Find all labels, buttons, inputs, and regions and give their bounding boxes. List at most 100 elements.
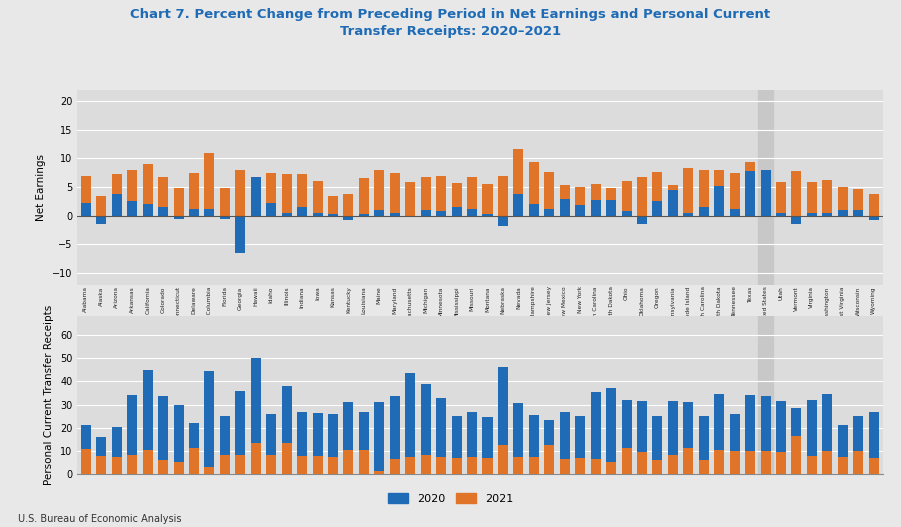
Text: Idaho: Idaho xyxy=(268,286,274,302)
Bar xyxy=(606,188,616,200)
Text: Utah: Utah xyxy=(778,286,784,300)
Bar xyxy=(96,456,106,474)
Text: Hawaii: Hawaii xyxy=(253,286,259,306)
Bar xyxy=(421,210,431,216)
Bar xyxy=(313,181,323,213)
Bar xyxy=(451,458,461,474)
Bar xyxy=(869,194,878,216)
Bar xyxy=(189,423,199,474)
Bar xyxy=(622,211,632,216)
Bar xyxy=(760,451,770,474)
Bar xyxy=(807,182,817,213)
Text: Delaware: Delaware xyxy=(192,286,196,314)
Bar xyxy=(266,173,277,203)
Bar xyxy=(483,214,493,216)
Bar xyxy=(807,456,817,474)
Bar xyxy=(514,149,523,194)
Bar xyxy=(529,415,539,474)
Bar xyxy=(699,416,709,474)
Bar xyxy=(807,213,817,216)
Text: Virginia: Virginia xyxy=(809,286,815,308)
Bar xyxy=(205,371,214,474)
Text: South Carolina: South Carolina xyxy=(701,286,706,329)
Bar xyxy=(313,413,323,474)
Text: Maryland: Maryland xyxy=(392,286,397,314)
Bar xyxy=(451,183,461,207)
Bar xyxy=(343,450,353,474)
Bar xyxy=(730,209,740,216)
Bar xyxy=(112,194,122,216)
Bar xyxy=(498,216,508,226)
Bar xyxy=(575,458,586,474)
Bar xyxy=(714,170,724,216)
Bar xyxy=(760,396,770,474)
Text: United States: United States xyxy=(763,286,768,326)
Text: Alabama: Alabama xyxy=(84,286,88,313)
Bar xyxy=(266,203,277,216)
Bar xyxy=(560,199,569,216)
Text: Oregon: Oregon xyxy=(655,286,660,308)
Text: New Hampshire: New Hampshire xyxy=(532,286,536,333)
Text: Texas: Texas xyxy=(748,286,752,302)
Bar xyxy=(498,445,508,474)
Bar xyxy=(591,184,601,200)
Text: Rhode Island: Rhode Island xyxy=(686,286,691,325)
Bar xyxy=(606,388,616,474)
Bar xyxy=(745,162,755,171)
Bar xyxy=(544,419,554,474)
Bar xyxy=(250,177,260,216)
Text: New Mexico: New Mexico xyxy=(562,286,568,322)
Bar xyxy=(81,175,91,203)
Bar xyxy=(436,211,446,216)
Bar xyxy=(853,451,863,474)
Bar xyxy=(869,412,878,474)
Text: Alaska: Alaska xyxy=(99,286,104,306)
Bar xyxy=(127,454,137,474)
Bar xyxy=(637,216,647,225)
Bar xyxy=(328,457,338,474)
Bar xyxy=(467,209,477,216)
Bar xyxy=(668,190,678,216)
Bar xyxy=(823,180,833,213)
Bar xyxy=(250,358,260,474)
Bar xyxy=(683,168,694,213)
Bar xyxy=(436,397,446,474)
Bar xyxy=(758,316,773,474)
Bar xyxy=(81,448,91,474)
Bar xyxy=(127,395,137,474)
Bar xyxy=(328,414,338,474)
Bar xyxy=(96,216,106,225)
Bar xyxy=(637,401,647,474)
Bar xyxy=(343,402,353,474)
Bar xyxy=(853,210,863,216)
Text: Florida: Florida xyxy=(223,286,227,306)
Bar xyxy=(838,457,848,474)
Bar xyxy=(421,454,431,474)
Bar xyxy=(189,173,199,209)
Bar xyxy=(622,400,632,474)
Bar xyxy=(297,174,307,207)
Bar xyxy=(776,401,786,474)
Text: Mississippi: Mississippi xyxy=(454,286,460,318)
Bar xyxy=(405,182,415,216)
Y-axis label: Net Earnings: Net Earnings xyxy=(36,153,47,221)
Bar xyxy=(544,172,554,209)
Bar xyxy=(575,187,586,206)
Bar xyxy=(220,454,230,474)
Text: South Dakota: South Dakota xyxy=(716,286,722,326)
Bar xyxy=(514,403,523,474)
Bar xyxy=(652,172,662,201)
Bar xyxy=(436,175,446,211)
Bar xyxy=(235,454,245,474)
Text: California: California xyxy=(145,286,150,314)
Bar xyxy=(853,189,863,210)
Bar xyxy=(220,216,230,219)
Bar xyxy=(451,416,461,474)
Bar xyxy=(220,416,230,474)
Bar xyxy=(714,170,724,186)
Bar xyxy=(282,213,292,216)
Bar xyxy=(405,216,415,218)
Bar xyxy=(328,214,338,216)
Text: Wisconsin: Wisconsin xyxy=(856,286,860,316)
Bar xyxy=(142,450,152,474)
